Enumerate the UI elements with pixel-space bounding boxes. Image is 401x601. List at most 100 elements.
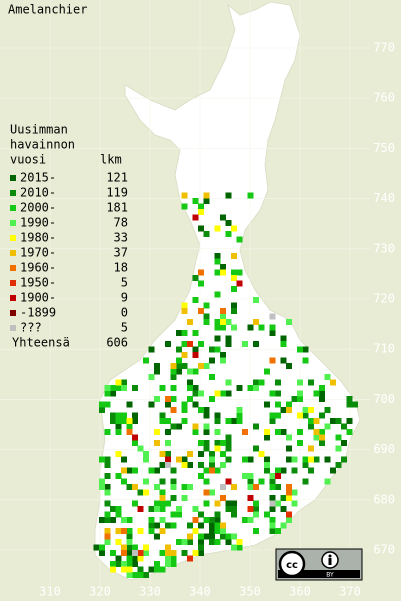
observation-square: [170, 522, 177, 529]
observation-square: [165, 440, 171, 446]
observation-square: [247, 506, 254, 512]
observation-square: [126, 467, 133, 474]
observation-square: [181, 352, 188, 358]
observation-square: [154, 500, 160, 507]
observation-square: [198, 539, 204, 545]
observation-square: [126, 429, 133, 435]
observation-square: [253, 379, 259, 386]
observation-square: [203, 500, 210, 507]
observation-square: [181, 484, 188, 490]
observation-square: [181, 203, 188, 210]
observation-square: [269, 478, 276, 485]
observation-square: [159, 506, 166, 512]
observation-square: [286, 456, 292, 463]
observation-square: [187, 379, 193, 386]
observation-square: [220, 264, 226, 270]
observation-square: [159, 418, 166, 424]
observation-square: [264, 429, 270, 435]
observation-square: [313, 456, 320, 463]
observation-square: [137, 555, 144, 562]
observation-square: [308, 467, 314, 474]
observation-square: [231, 269, 237, 276]
observation-square: [225, 434, 232, 441]
observation-square: [209, 533, 215, 540]
observation-square: [132, 440, 138, 446]
observation-square: [99, 544, 105, 551]
observation-square: [297, 396, 303, 402]
observation-square: [275, 412, 281, 419]
observation-square: [209, 528, 215, 534]
observation-square: [286, 495, 292, 501]
observation-square: [220, 357, 226, 364]
observation-square: [346, 418, 353, 424]
x-tick-label: 340: [189, 585, 211, 599]
observation-square: [99, 401, 105, 408]
observation-square: [181, 302, 188, 309]
observation-square: [170, 396, 177, 402]
observation-square: [269, 390, 276, 397]
legend-header: Uusimman: [10, 123, 68, 137]
legend-swatch: [10, 235, 16, 241]
observation-square: [286, 445, 292, 452]
observation-square: [225, 319, 232, 325]
legend-swatch: [10, 265, 16, 271]
observation-square: [110, 418, 116, 424]
observation-square: [231, 324, 237, 331]
observation-square: [154, 506, 160, 512]
observation-square: [110, 385, 116, 391]
observation-square: [225, 445, 232, 452]
y-tick-label: 770: [373, 41, 395, 55]
x-tick-label: 360: [289, 585, 311, 599]
observation-square: [181, 418, 188, 424]
observation-square: [236, 418, 243, 424]
observation-square: [220, 269, 226, 276]
observation-square: [280, 357, 287, 364]
observation-square: [253, 500, 259, 507]
legend-swatch: [10, 205, 16, 211]
observation-square: [214, 517, 221, 523]
observation-square: [335, 462, 342, 468]
observation-square: [291, 467, 298, 474]
y-tick-label: 750: [373, 141, 395, 155]
observation-square: [132, 550, 138, 556]
observation-square: [126, 555, 133, 562]
observation-square: [126, 566, 133, 573]
legend-swatch: [10, 250, 16, 256]
observation-square: [220, 313, 226, 320]
observation-square: [220, 451, 226, 457]
observation-square: [115, 379, 122, 386]
cc-badge: cc BY: [275, 548, 363, 581]
observation-square: [110, 550, 116, 556]
observation-square: [209, 467, 215, 474]
observation-square: [214, 269, 221, 276]
observation-square: [203, 192, 210, 199]
observation-square: [192, 368, 199, 375]
observation-square: [176, 346, 182, 353]
observation-square: [132, 412, 138, 419]
observation-square: [137, 445, 144, 452]
observation-square: [225, 440, 232, 446]
observation-square: [308, 423, 314, 430]
observation-square: [104, 401, 111, 408]
legend-count: 5: [121, 276, 128, 290]
observation-square: [209, 451, 215, 457]
legend-label: 1900-: [20, 291, 56, 305]
observation-square: [330, 379, 336, 386]
observation-square: [126, 401, 133, 408]
observation-square: [253, 511, 259, 518]
legend-header: havainnon: [10, 138, 75, 152]
observation-square: [192, 214, 199, 221]
observation-square: [286, 489, 292, 496]
observation-square: [187, 533, 193, 540]
observation-square: [110, 390, 116, 397]
observation-square: [269, 500, 276, 507]
observation-square: [143, 550, 149, 556]
observation-square: [143, 544, 149, 551]
observation-square: [242, 473, 248, 479]
observation-square: [275, 390, 281, 397]
observation-square: [126, 484, 133, 490]
y-tick-label: 670: [373, 543, 395, 557]
observation-square: [231, 533, 237, 540]
observation-square: [253, 385, 259, 391]
legend-label: -1899: [20, 306, 56, 320]
